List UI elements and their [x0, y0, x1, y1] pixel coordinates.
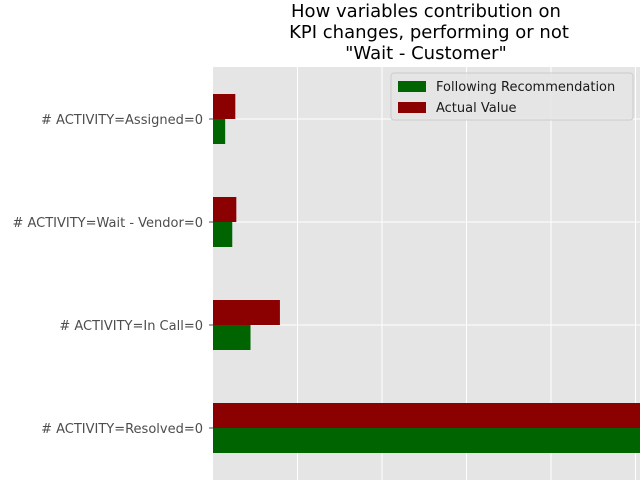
- legend: Following Recommendation Actual Value: [390, 72, 634, 121]
- legend-swatch-following-recommendation: [398, 81, 426, 92]
- bar-following-recommendation: [213, 428, 640, 453]
- bar-following-recommendation: [213, 119, 226, 144]
- y-tick-label: # ACTIVITY=Wait - Vendor=0: [12, 216, 203, 231]
- y-tick-label: # ACTIVITY=In Call=0: [59, 319, 203, 334]
- bar-following-recommendation: [213, 325, 251, 350]
- title-line-1: How variables contribution on: [291, 1, 561, 22]
- legend-label-following-recommendation: Following Recommendation: [436, 80, 615, 95]
- chart-title: How variables contribution on KPI change…: [289, 1, 569, 64]
- y-tick-labels: # ACTIVITY=Resolved=0 # ACTIVITY=In Call=…: [12, 113, 213, 437]
- title-line-3: "Wait - Customer": [345, 43, 507, 64]
- bar-actual-value: [213, 197, 237, 222]
- bar-actual-value: [213, 300, 280, 325]
- y-tick-label: # ACTIVITY=Assigned=0: [41, 113, 203, 128]
- bar-following-recommendation: [213, 222, 233, 247]
- legend-label-actual-value: Actual Value: [436, 101, 517, 116]
- legend-swatch-actual-value: [398, 102, 426, 113]
- legend-box: [390, 72, 634, 121]
- bars: [213, 94, 640, 453]
- title-line-2: KPI changes, performing or not: [289, 22, 569, 43]
- bar-actual-value: [213, 403, 640, 428]
- bar-actual-value: [213, 94, 236, 119]
- y-tick-label: # ACTIVITY=Resolved=0: [41, 422, 203, 437]
